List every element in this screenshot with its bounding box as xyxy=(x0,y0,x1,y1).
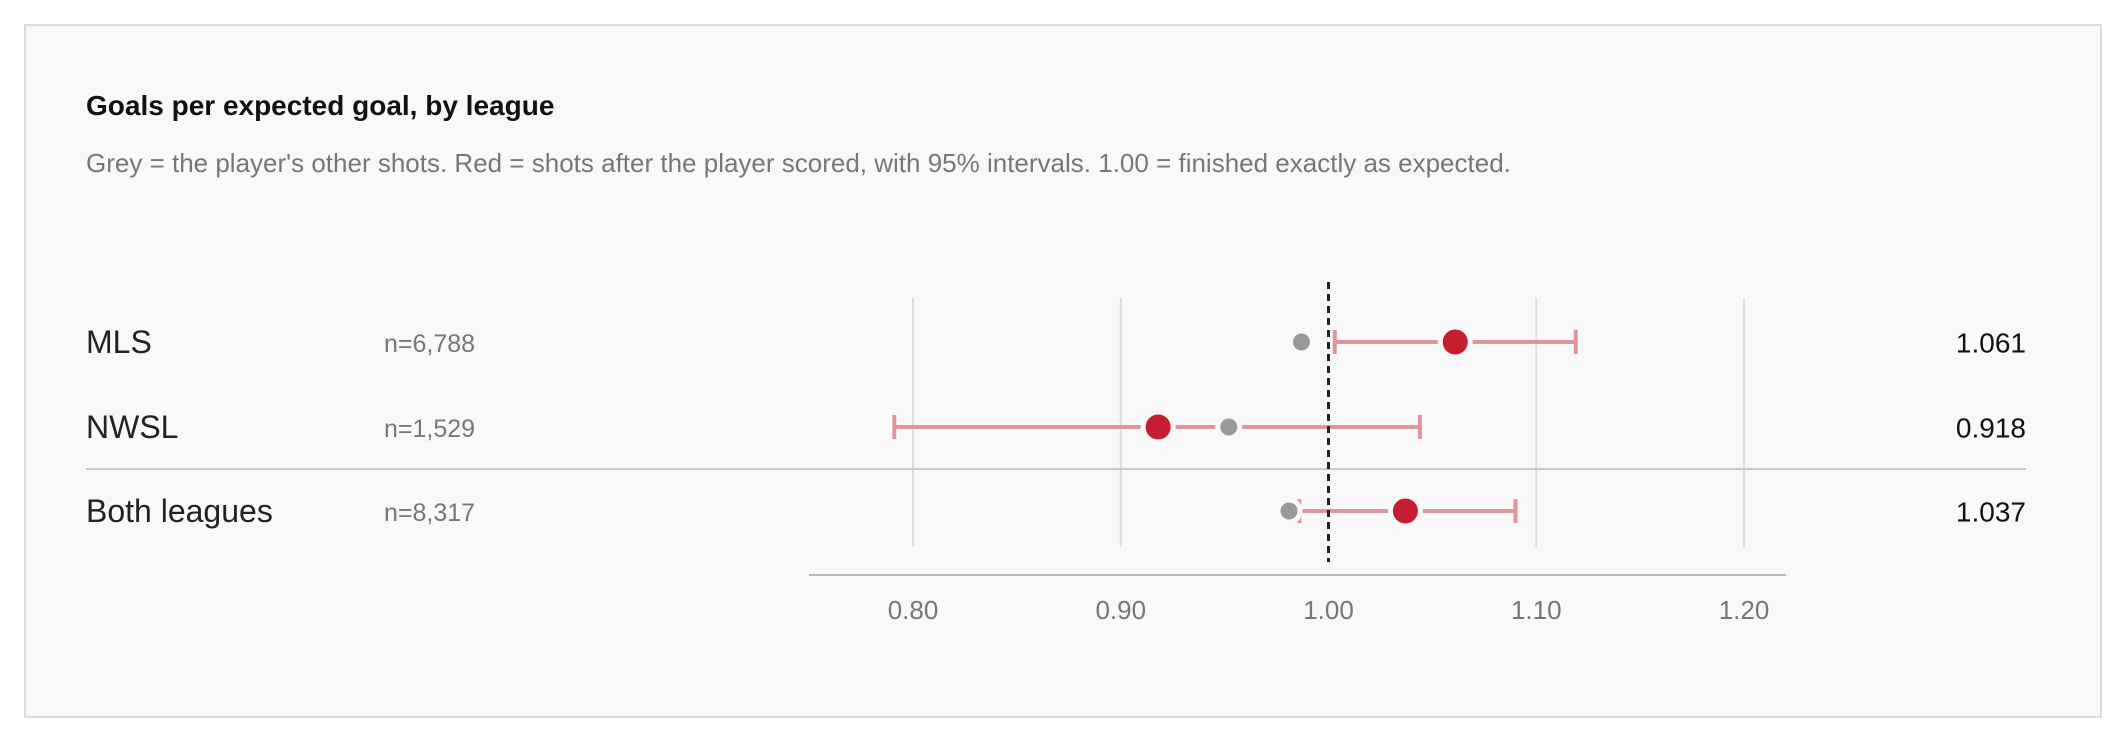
grey-point xyxy=(1215,413,1243,441)
x-tick-label: 1.20 xyxy=(1719,595,1770,625)
red-point xyxy=(1140,409,1176,445)
x-tick-label: 1.10 xyxy=(1511,595,1562,625)
row-label: MLS xyxy=(86,324,152,360)
point-estimates xyxy=(1140,324,1473,529)
red-point xyxy=(1437,324,1473,360)
x-tick-label: 0.90 xyxy=(1095,595,1146,625)
x-tick-label: 0.80 xyxy=(888,595,939,625)
grey-point xyxy=(1287,328,1315,356)
red-point xyxy=(1387,493,1423,529)
grey-point xyxy=(1275,497,1303,525)
chart-subtitle: Grey = the player's other shots. Red = s… xyxy=(86,148,1511,178)
chart-title: Goals per expected goal, by league xyxy=(86,90,555,121)
row-label: NWSL xyxy=(86,409,178,445)
chart-card xyxy=(24,24,2102,718)
row-value-label: 1.061 xyxy=(1956,328,2026,359)
row-label: Both leagues xyxy=(86,493,273,529)
row-n-label: n=1,529 xyxy=(384,415,475,443)
row-n-label: n=6,788 xyxy=(384,330,475,358)
row-value-label: 1.037 xyxy=(1956,497,2026,528)
row-labels: MLS n=6,788 1.061 NWSL n=1,529 0.918 Both leag… xyxy=(86,324,2026,529)
row-value-label: 0.918 xyxy=(1956,413,2026,444)
x-axis-ticks: 0.80 0.90 1.00 1.10 1.20 xyxy=(888,595,1770,625)
row-n-label: n=8,317 xyxy=(384,499,475,527)
x-tick-label: 1.00 xyxy=(1303,595,1354,625)
gridlines xyxy=(912,298,1745,547)
